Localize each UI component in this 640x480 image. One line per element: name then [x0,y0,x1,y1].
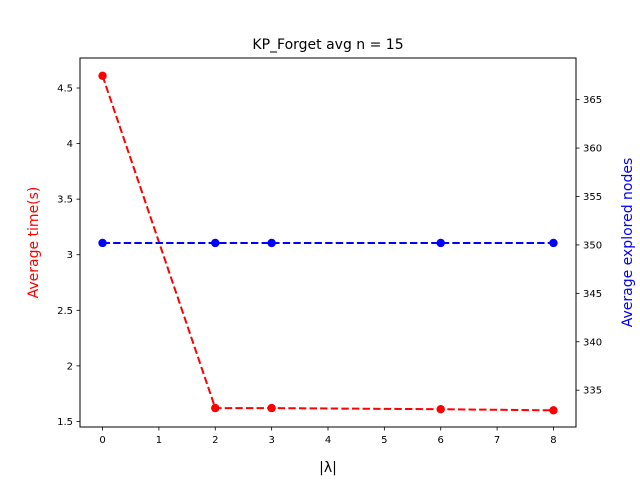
x-tick-label: 5 [381,435,387,446]
series-1-point [98,238,107,248]
y-left-tick-label: 1.5 [57,417,73,428]
x-tick-label: 7 [494,435,500,446]
series-0-point [98,71,107,80]
x-tick-label: 6 [438,435,444,446]
y-left-tick-label: 3 [67,250,73,261]
y-axis-left-label: Average time(s) [26,187,42,299]
series-layer [98,71,558,415]
x-tick-label: 1 [156,435,162,446]
y-right-tick-label: 345 [583,289,602,300]
y-right-tick-label: 340 [583,337,602,348]
chart-title: KP_Forget avg n = 15 [252,37,403,53]
series-0-point [549,406,558,415]
ticks-layer: 0 1 2 3 4 5 6 7 81.522.533.544.53353403453503553… [57,84,602,446]
series-0-point [267,403,276,413]
x-tick-label: 3 [268,435,274,446]
y-right-tick-label: 360 [583,144,602,155]
x-axis-label: |λ| [319,460,337,476]
x-tick-label: 2 [212,435,218,446]
y-right-tick-label: 355 [583,192,602,203]
series-1-point [211,238,220,248]
y-axis-right-label: Average explored nodes [620,158,636,328]
y-left-tick-label: 3.5 [57,195,73,206]
y-right-tick-label: 365 [583,95,602,106]
y-left-tick-label: 2 [67,361,73,372]
series-0-group [98,71,558,415]
y-left-tick-label: 4.5 [57,84,73,95]
y-right-tick-label: 335 [583,386,602,397]
series-1-group [98,238,558,248]
series-1-point [549,238,558,248]
series-0-point [436,405,445,414]
y-right-tick-label: 350 [583,240,602,251]
series-1-point [267,238,276,248]
series-0-point [211,403,220,413]
x-tick-label: 0 [99,435,105,446]
y-left-tick-label: 2.5 [57,306,73,317]
series-1-point [436,238,445,248]
y-left-tick-label: 4 [67,139,73,150]
x-tick-label: 4 [325,435,331,446]
x-tick-label: 8 [550,435,556,446]
